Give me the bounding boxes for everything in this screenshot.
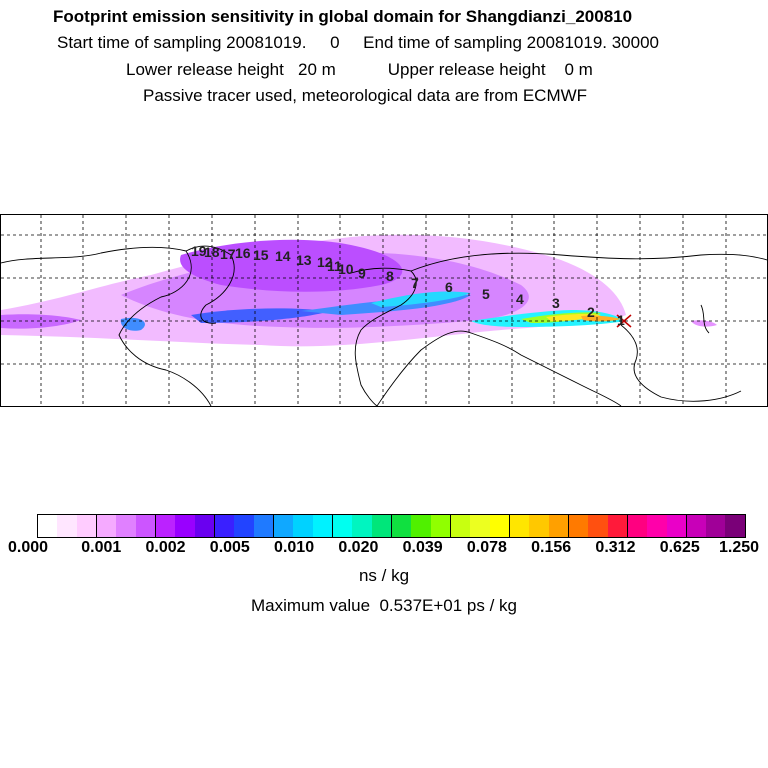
colorbar-segment <box>706 515 726 537</box>
colorbar-segment <box>214 515 235 537</box>
traj-label-11: 11 <box>327 258 342 274</box>
traj-label-13: 13 <box>296 252 312 268</box>
colorbar-segment <box>548 515 569 537</box>
traj-label-5: 5 <box>482 286 490 302</box>
traj-label-19: 19 <box>191 243 207 259</box>
colorbar-segment <box>391 515 412 537</box>
colorbar-segment <box>411 515 431 537</box>
traj-label-3: 3 <box>552 295 560 311</box>
colorbar-segment <box>293 515 313 537</box>
colorbar-segment <box>194 515 215 537</box>
traj-label-8: 8 <box>386 268 394 284</box>
colorbar-tick-label: 0.001 <box>81 539 122 556</box>
colorbar-tick-label: 0.625 <box>659 539 700 556</box>
colorbar-tick-label: 0.078 <box>466 539 507 556</box>
colorbar-tick-labels: 0.000 0.001 0.002 0.005 0.010 0.020 0.039 0.078… <box>0 539 768 559</box>
colorbar-segment <box>430 515 451 537</box>
traj-label-18: 18 <box>204 244 220 260</box>
traj-label-4: 4 <box>516 291 524 307</box>
colorbar-segment <box>332 515 353 537</box>
colorbar-tick-label: 0.005 <box>209 539 250 556</box>
colorbar-unit: ns / kg <box>358 566 410 585</box>
colorbar-segment <box>627 515 648 537</box>
colorbar-segment <box>253 515 274 537</box>
colorbar-tick-label: 0.039 <box>402 539 443 556</box>
trajectory-labels: 1 2 3 4 5 6 7 8 9 10 11 12 13 14 15 16 1… <box>191 243 625 328</box>
colorbar-segment <box>509 515 530 537</box>
colorbar-tick-label: 0.000 <box>7 539 49 556</box>
colorbar-segment <box>312 515 333 537</box>
colorbar-tick-label: 0.010 <box>274 539 315 556</box>
colorbar <box>37 514 746 538</box>
receptor-marker <box>616 314 632 328</box>
colorbar-segment <box>647 515 667 537</box>
colorbar-segment <box>76 515 97 537</box>
traj-label-7: 7 <box>411 275 419 291</box>
footprint-map: 1 2 3 4 5 6 7 8 9 10 11 12 13 14 15 16 1… <box>0 214 768 407</box>
colorbar-segment <box>96 515 117 537</box>
traj-label-2: 2 <box>587 304 595 320</box>
colorbar-segment <box>273 515 294 537</box>
colorbar-segment <box>450 515 471 537</box>
colorbar-tick-label: 0.020 <box>338 539 379 556</box>
traj-label-15: 15 <box>253 247 269 263</box>
colorbar-tick-label: 1.250 <box>718 539 760 556</box>
traj-label-16: 16 <box>235 245 251 261</box>
release-height-line: Lower release height 20 m Upper release … <box>126 60 593 79</box>
sampling-time-line: Start time of sampling 20081019. 0 End t… <box>57 33 659 52</box>
colorbar-segment <box>234 515 254 537</box>
traj-label-10: 10 <box>338 261 354 277</box>
traj-label-9: 9 <box>358 265 366 281</box>
plot-title: Footprint emission sensitivity in global… <box>53 7 633 26</box>
maximum-value-note: Maximum value 0.537E+01 ps / kg <box>251 596 517 615</box>
traj-label-12: 12 <box>317 254 333 270</box>
colorbar-tick-label: 0.002 <box>145 539 186 556</box>
map-canvas: 1 2 3 4 5 6 7 8 9 10 11 12 13 14 15 16 1… <box>1 215 767 406</box>
sensitivity-plume <box>1 234 717 347</box>
colorbar-segment <box>588 515 608 537</box>
colorbar-segment <box>135 515 156 537</box>
colorbar-segment <box>686 515 707 537</box>
tracer-info-line: Passive tracer used, meteorological data… <box>143 86 588 105</box>
colorbar-segment <box>57 515 77 537</box>
colorbar-segment <box>489 515 510 537</box>
graticule <box>1 215 767 406</box>
colorbar-segment <box>529 515 549 537</box>
colorbar-segment <box>666 515 687 537</box>
traj-label-17: 17 <box>220 246 236 262</box>
colorbar-tick-label: 0.312 <box>595 539 636 556</box>
colorbar-segment <box>371 515 392 537</box>
traj-label-1: 1 <box>617 312 625 328</box>
colorbar-segment <box>725 515 745 537</box>
colorbar-segment <box>568 515 589 537</box>
colorbar-segment <box>175 515 195 537</box>
colorbar-segment <box>607 515 628 537</box>
colorbar-segment <box>116 515 136 537</box>
coastlines <box>1 245 767 406</box>
colorbar-tick-label: 0.156 <box>531 539 572 556</box>
colorbar-segment <box>470 515 490 537</box>
colorbar-segment <box>352 515 372 537</box>
colorbar-segment <box>38 515 58 537</box>
traj-label-14: 14 <box>275 248 291 264</box>
colorbar-segment <box>155 515 176 537</box>
traj-label-6: 6 <box>445 279 453 295</box>
